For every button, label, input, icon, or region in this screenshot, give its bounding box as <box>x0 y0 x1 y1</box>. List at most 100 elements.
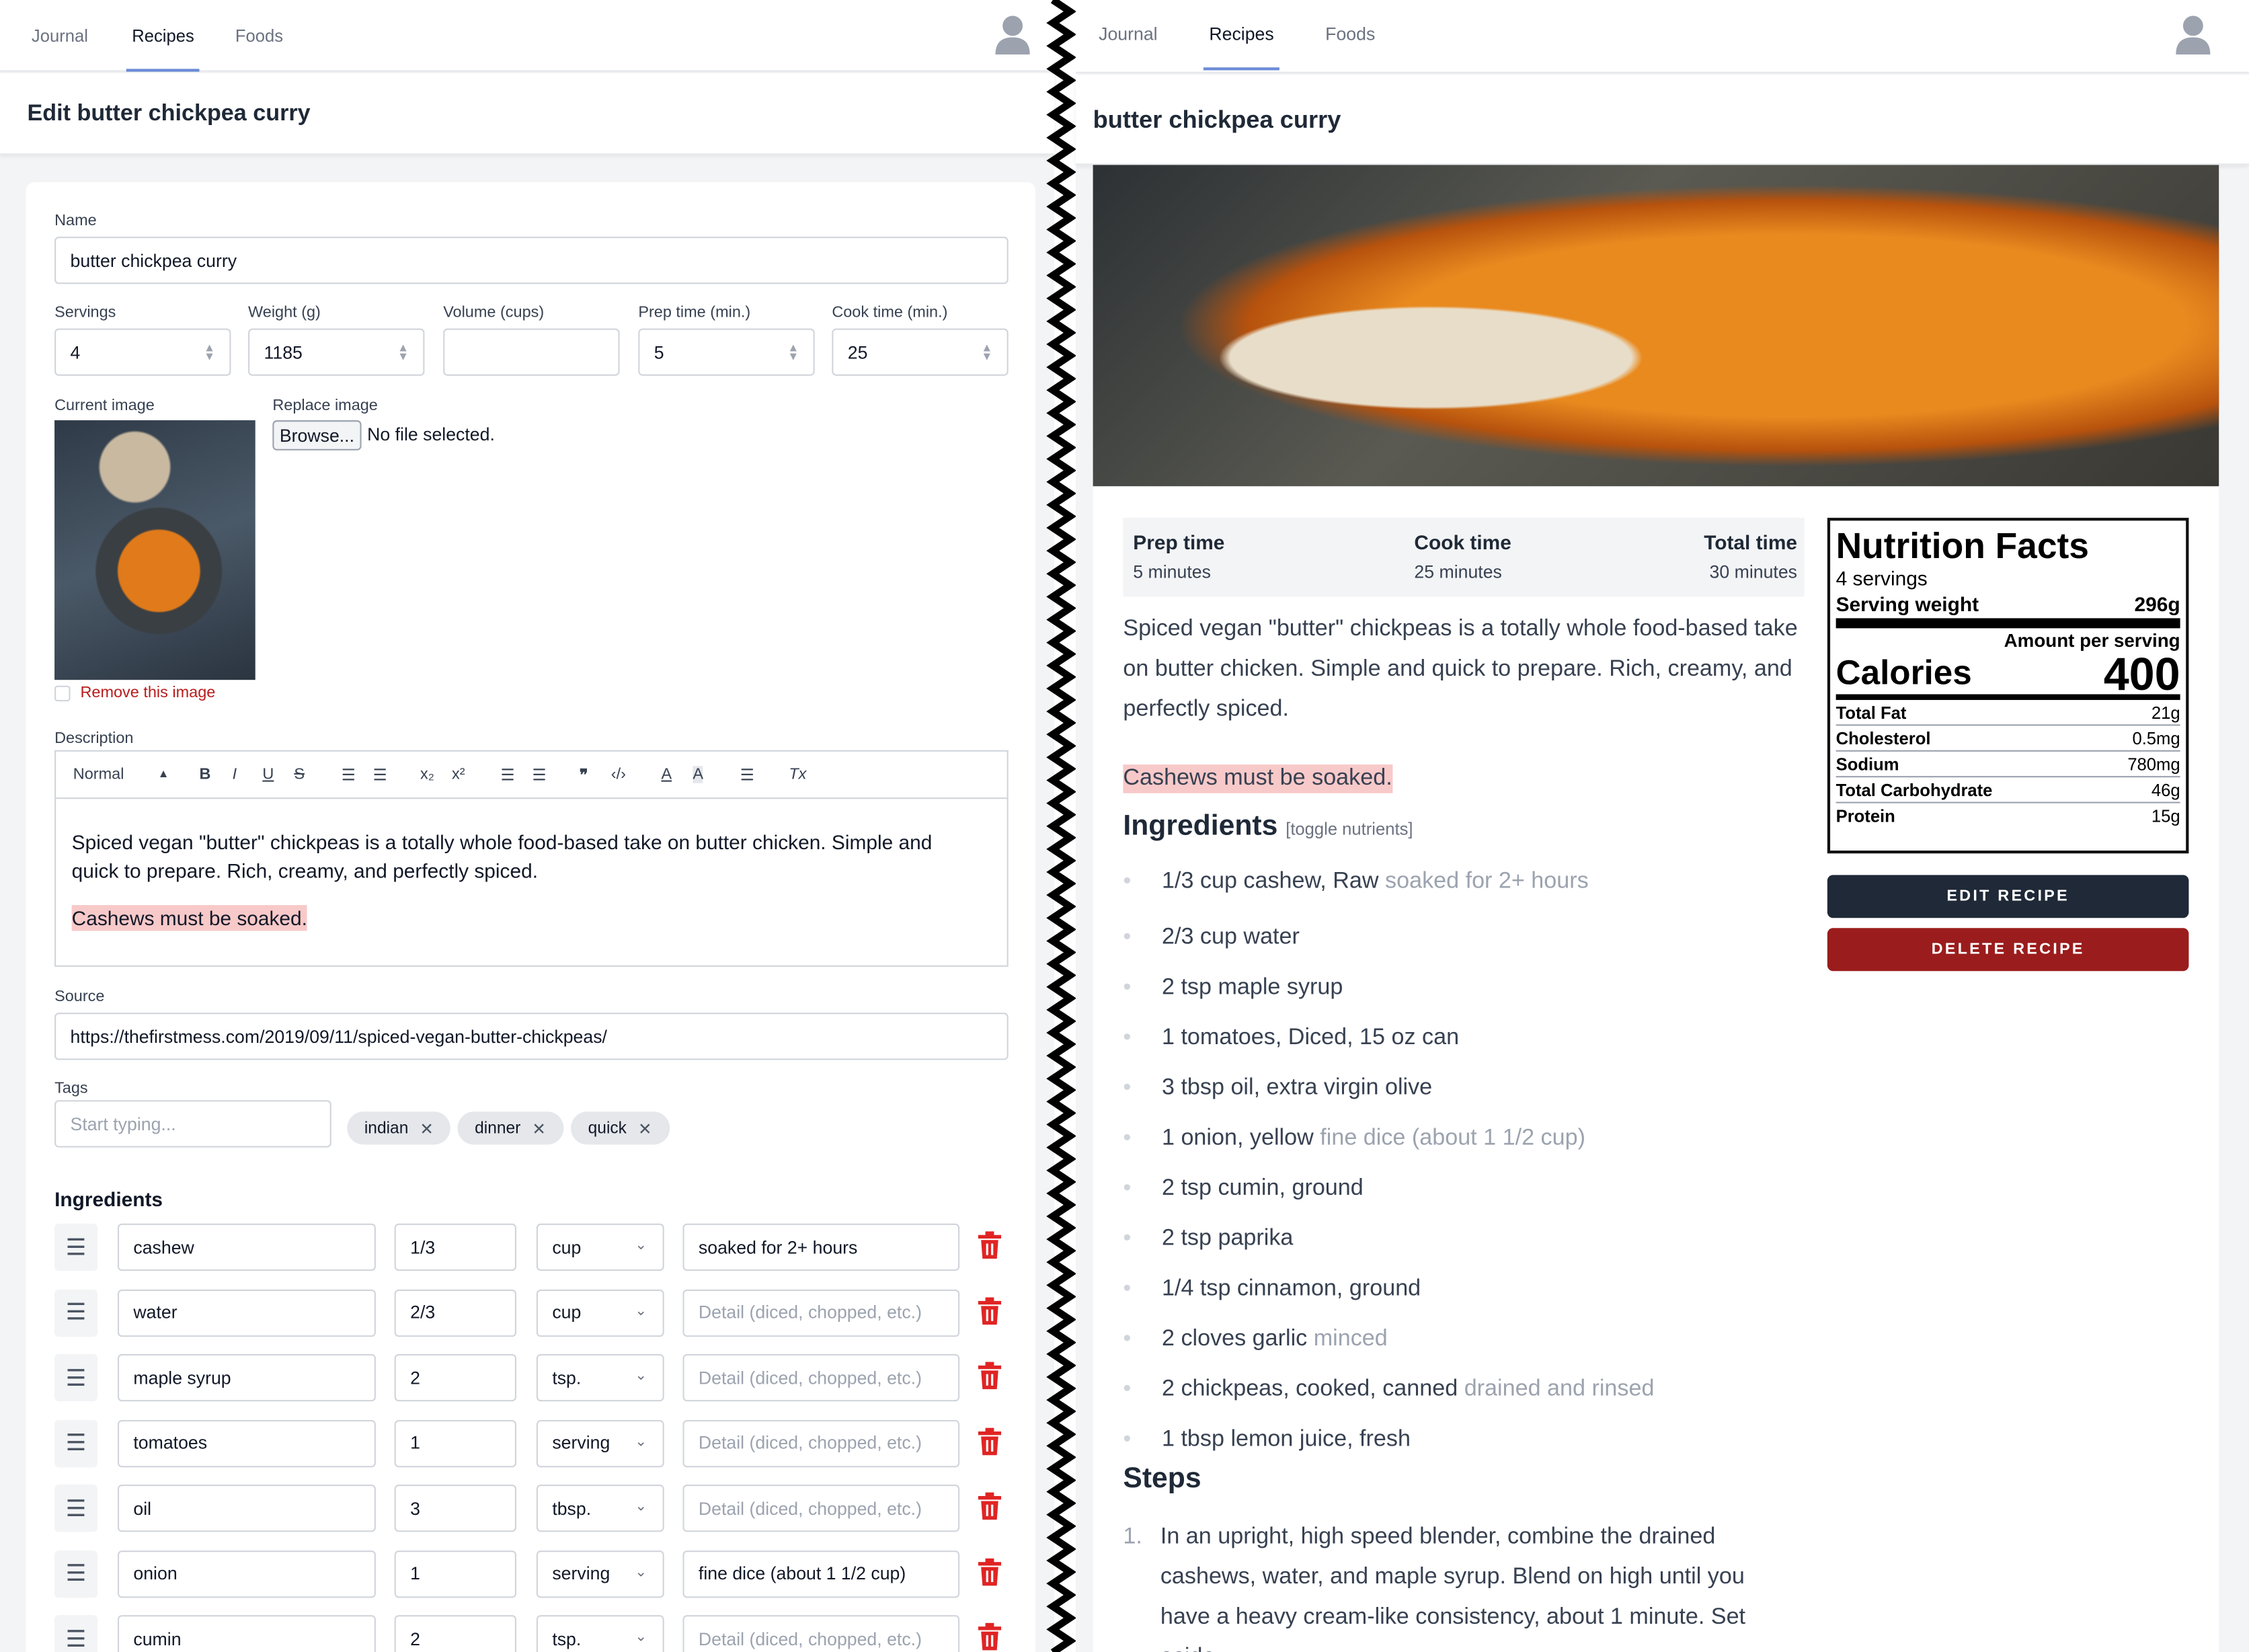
ingredient-detail-input[interactable]: Detail (diced, chopped, etc.) <box>682 1615 960 1652</box>
remove-image-label[interactable]: Remove this image <box>80 684 216 702</box>
drag-handle-icon[interactable]: ☰ <box>54 1419 98 1467</box>
number-input[interactable]: 5 ▲ ▼ <box>638 328 815 376</box>
tab-foods[interactable]: Foods <box>235 26 284 46</box>
number-input[interactable]: 1185 ▲ ▼ <box>248 328 425 376</box>
trash-icon[interactable] <box>977 1427 1002 1456</box>
tags-input[interactable]: Start typing... <box>54 1100 331 1148</box>
subscript-icon[interactable]: x₂ <box>420 766 434 783</box>
ingredients-heading-text: Ingredients <box>1123 810 1278 842</box>
remove-tag-icon[interactable]: ✕ <box>420 1121 434 1138</box>
ingredient-detail-input[interactable]: Detail (diced, chopped, etc.) <box>682 1484 960 1532</box>
delete-recipe-button[interactable]: DELETE RECIPE <box>1827 928 2189 972</box>
drag-handle-icon[interactable]: ☰ <box>54 1484 98 1532</box>
ingredient-qty-input[interactable]: 2 <box>394 1615 516 1652</box>
underline-icon[interactable]: U <box>262 766 274 783</box>
superscript-icon[interactable]: x² <box>451 766 465 783</box>
trash-icon[interactable] <box>977 1296 1002 1325</box>
trash-icon[interactable] <box>977 1492 1002 1521</box>
ingredient-name-input[interactable]: maple syrup <box>117 1353 376 1402</box>
tab-journal[interactable]: Journal <box>31 26 88 46</box>
user-avatar-icon[interactable] <box>2176 14 2211 55</box>
drag-handle-icon[interactable]: ☰ <box>54 1288 98 1337</box>
ingredient-unit-select[interactable]: cup ⌄ <box>536 1288 664 1337</box>
user-avatar-icon[interactable] <box>995 14 1030 55</box>
number-input[interactable] <box>443 328 620 376</box>
source-label: Source <box>54 988 105 1006</box>
ingredient-qty-input[interactable]: 1 <box>394 1550 516 1598</box>
strike-icon[interactable]: S <box>294 766 305 783</box>
drag-handle-icon[interactable]: ☰ <box>54 1353 98 1402</box>
format-select[interactable]: Normal <box>73 766 124 783</box>
bold-icon[interactable]: B <box>199 766 211 783</box>
description-editor[interactable] <box>54 750 1009 967</box>
blockquote-icon[interactable]: ❞ <box>579 767 588 785</box>
ingredient-unit-select[interactable]: serving ⌄ <box>536 1550 664 1598</box>
trash-icon[interactable] <box>977 1557 1002 1586</box>
tab-recipes[interactable]: Recipes <box>126 26 201 72</box>
background-color-icon[interactable]: A <box>693 766 704 783</box>
number-input[interactable]: 25 ▲ ▼ <box>832 328 1009 376</box>
number-input[interactable]: 4 ▲ ▼ <box>54 328 231 376</box>
ingredient-name-input[interactable]: oil <box>117 1484 376 1532</box>
spinner-icon[interactable]: ▲ ▼ <box>204 341 215 363</box>
ingredient-qty-input[interactable]: 3 <box>394 1484 516 1532</box>
indent-icon[interactable]: ☰ <box>532 767 547 785</box>
ingredient-unit-select[interactable]: tbsp. ⌄ <box>536 1484 664 1532</box>
ingredient-unit-select[interactable]: tsp. ⌄ <box>536 1353 664 1402</box>
ingredient-qty-input[interactable]: 2 <box>394 1353 516 1402</box>
spinner-icon[interactable]: ▲ ▼ <box>787 341 799 363</box>
chevron-down-icon: ⌄ <box>635 1499 647 1515</box>
clear-format-icon[interactable]: Tx <box>789 766 807 783</box>
ingredient-name-input[interactable]: onion <box>117 1550 376 1598</box>
ingredient-name-input[interactable]: cumin <box>117 1615 376 1652</box>
ingredient-detail-input[interactable]: Detail (diced, chopped, etc.) <box>682 1353 960 1402</box>
italic-icon[interactable]: I <box>232 766 237 783</box>
ingredient-detail-input[interactable]: Detail (diced, chopped, etc.) <box>682 1419 960 1467</box>
ingredient-unit-select[interactable]: tsp. ⌄ <box>536 1615 664 1652</box>
tab-journal[interactable]: Journal <box>1099 24 1158 45</box>
align-icon[interactable]: ☰ <box>740 767 754 785</box>
ingredient-unit-select[interactable]: serving ⌄ <box>536 1419 664 1467</box>
edit-recipe-button[interactable]: EDIT RECIPE <box>1827 875 2189 918</box>
spinner-icon[interactable]: ▲ ▼ <box>981 341 993 363</box>
drag-handle-icon[interactable]: ☰ <box>54 1615 98 1652</box>
ingredient-detail-input[interactable]: fine dice (about 1 1/2 cup) <box>682 1550 960 1598</box>
ingredient-detail-input[interactable]: soaked for 2+ hours <box>682 1223 960 1271</box>
ingredient-name-input[interactable]: cashew <box>117 1223 376 1271</box>
trash-icon[interactable] <box>977 1362 1002 1390</box>
ingredient-detail-input[interactable]: Detail (diced, chopped, etc.) <box>682 1288 960 1337</box>
ingredient-qty-input[interactable]: 1 <box>394 1419 516 1467</box>
tab-foods[interactable]: Foods <box>1325 24 1376 45</box>
source-input[interactable]: https://thefirstmess.com/2019/09/11/spic… <box>54 1013 1009 1060</box>
outdent-icon[interactable]: ☰ <box>500 767 515 785</box>
drag-handle-icon[interactable]: ☰ <box>54 1223 98 1271</box>
ingredient-item: 3 tbsp oil, extra virgin olive <box>1123 1076 1432 1101</box>
description-text[interactable]: Spiced vegan "butter" chickpeas is a tot… <box>71 830 933 882</box>
replace-image-label: Replace image <box>272 397 378 415</box>
ingredient-qty-input[interactable]: 2/3 <box>394 1288 516 1337</box>
trash-icon[interactable] <box>977 1622 1002 1651</box>
code-icon[interactable]: ‹/› <box>610 766 626 783</box>
spinner-icon[interactable]: ▲ ▼ <box>397 341 409 363</box>
description-note[interactable]: Cashews must be soaked. <box>71 905 307 931</box>
format-select-arrows-icon[interactable]: ▲ <box>157 767 169 781</box>
ordered-list-icon[interactable]: ☰ <box>341 767 356 785</box>
remove-tag-icon[interactable]: ✕ <box>532 1121 546 1138</box>
text-color-icon[interactable]: A <box>661 766 672 783</box>
ingredient-qty-input[interactable]: 1/3 <box>394 1223 516 1271</box>
page-header: Edit butter chickpea curry <box>0 73 1054 155</box>
ingredient-name-input[interactable]: tomatoes <box>117 1419 376 1467</box>
trash-icon[interactable] <box>977 1230 1002 1259</box>
name-input[interactable]: butter chickpea curry <box>54 236 1009 284</box>
tab-recipes[interactable]: Recipes <box>1203 24 1280 71</box>
nutrient-value: 46g <box>2151 780 2180 801</box>
drag-handle-icon[interactable]: ☰ <box>54 1550 98 1598</box>
toggle-nutrients-link[interactable]: [toggle nutrients] <box>1286 819 1413 839</box>
time-label: Cook time <box>1414 530 1511 554</box>
ingredient-unit-select[interactable]: cup ⌄ <box>536 1223 664 1271</box>
ingredient-name-input[interactable]: water <box>117 1288 376 1337</box>
remove-image-checkbox[interactable] <box>54 685 71 702</box>
browse-button[interactable]: Browse... <box>272 420 362 450</box>
bullet-list-icon[interactable]: ☰ <box>372 767 387 785</box>
remove-tag-icon[interactable]: ✕ <box>638 1121 652 1138</box>
